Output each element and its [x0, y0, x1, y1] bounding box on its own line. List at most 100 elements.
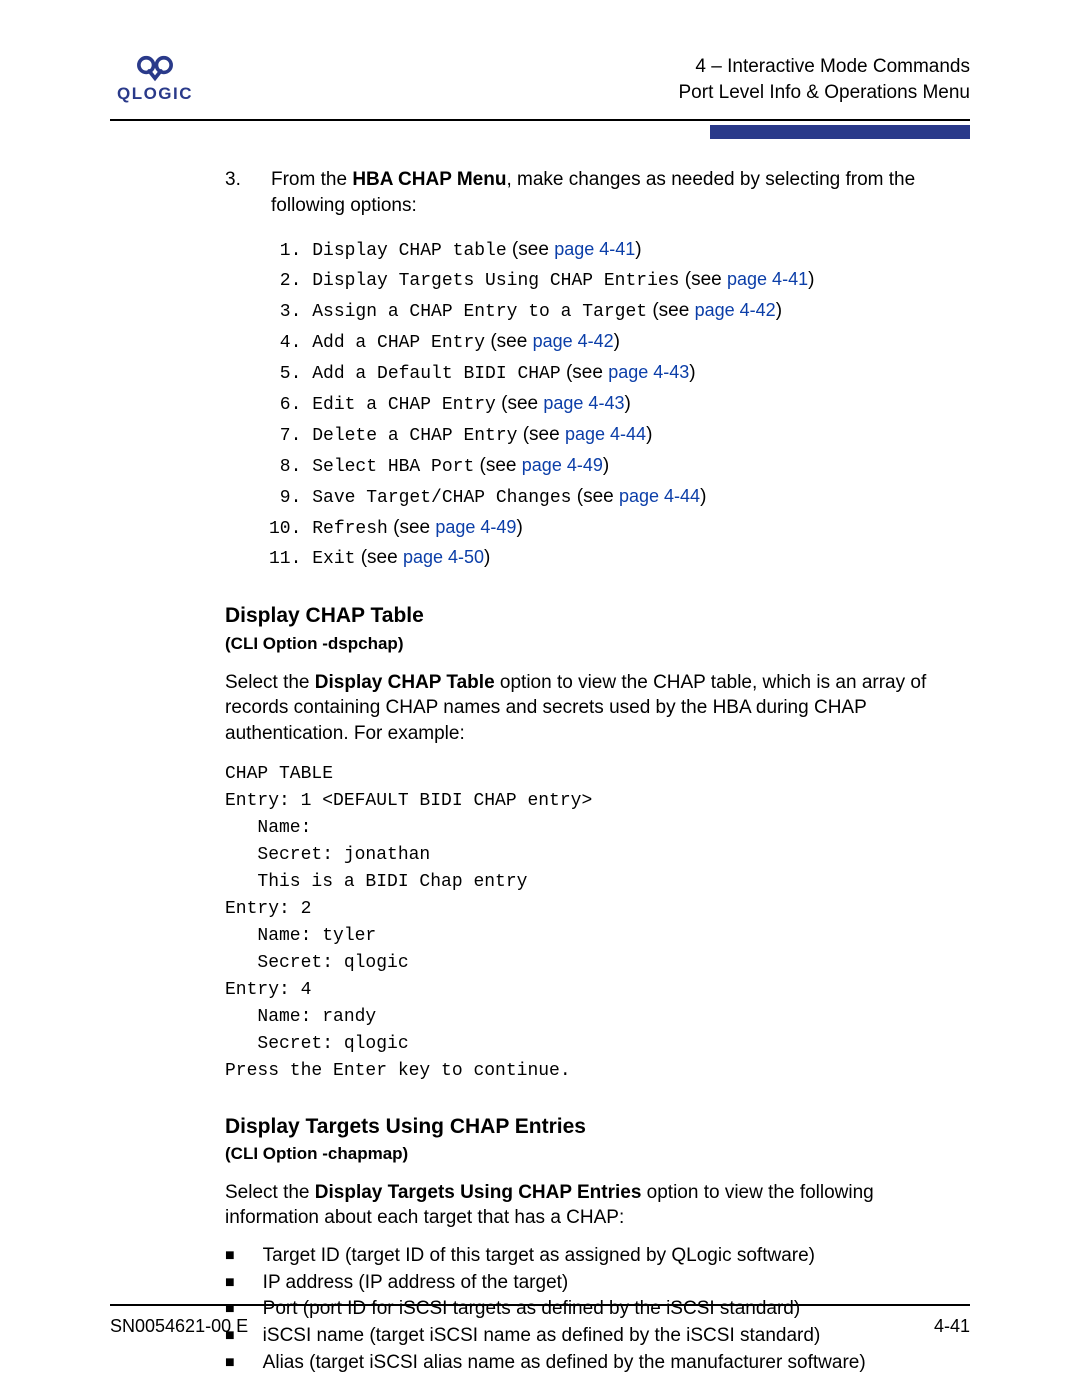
section-subtitle-dspchap: (CLI Option -dspchap): [225, 633, 970, 656]
menu-item-see: (see: [561, 362, 609, 383]
bullet-item: ■ Alias (target iSCSI alias name as defin…: [225, 1350, 970, 1377]
page-ref-link[interactable]: page 4-43: [608, 362, 689, 382]
rule-accent-bar: [710, 125, 970, 139]
menu-item-number: 6.: [269, 395, 312, 415]
page-ref-link[interactable]: page 4-49: [435, 517, 516, 537]
menu-item-close: ): [776, 300, 782, 321]
section1-para-bold: Display CHAP Table: [315, 672, 495, 693]
menu-item-close: ): [516, 517, 522, 538]
menu-item-label: Edit a CHAP Entry: [312, 395, 496, 415]
page-ref-link[interactable]: page 4-41: [554, 239, 635, 259]
page-ref-link[interactable]: page 4-49: [522, 455, 603, 475]
bullet-text: Alias (target iSCSI alias name as define…: [263, 1350, 866, 1377]
menu-item-label: Refresh: [312, 519, 388, 539]
bullet-text: IP address (IP address of the target): [263, 1270, 569, 1297]
menu-item-label: Select HBA Port: [312, 457, 474, 477]
menu-item-label: Exit: [312, 549, 355, 569]
menu-item-label: Add a CHAP Entry: [312, 333, 485, 353]
section-title-display-targets: Display Targets Using CHAP Entries: [225, 1113, 970, 1141]
menu-item-number: 8.: [269, 457, 312, 477]
chap-menu-item: 3. Assign a CHAP Entry to a Target (see …: [269, 296, 970, 327]
menu-item-close: ): [635, 239, 641, 260]
footer-rule: [110, 1304, 970, 1306]
rule-thin: [110, 119, 970, 121]
menu-item-label: Add a Default BIDI CHAP: [312, 364, 560, 384]
menu-item-label: Delete a CHAP Entry: [312, 426, 517, 446]
menu-item-see: (see: [355, 547, 403, 568]
chap-menu-list: 1. Display CHAP table (see page 4-41) 2.…: [269, 235, 970, 575]
section-title-display-chap-table: Display CHAP Table: [225, 602, 970, 630]
menu-item-close: ): [624, 393, 630, 414]
header-line-1: 4 – Interactive Mode Commands: [679, 54, 971, 80]
section1-paragraph: Select the Display CHAP Table option to …: [225, 670, 970, 747]
section1-para-pre: Select the: [225, 672, 315, 693]
menu-item-see: (see: [647, 300, 695, 321]
section2-paragraph: Select the Display Targets Using CHAP En…: [225, 1180, 970, 1231]
chap-menu-item: 1. Display CHAP table (see page 4-41): [269, 235, 970, 266]
chap-table-code-example: CHAP TABLE Entry: 1 <DEFAULT BIDI CHAP e…: [225, 761, 970, 1085]
square-bullet-icon: ■: [225, 1270, 235, 1297]
chap-menu-item: 7. Delete a CHAP Entry (see page 4-44): [269, 420, 970, 451]
bullet-item: ■ IP address (IP address of the target): [225, 1270, 970, 1297]
page-ref-link[interactable]: page 4-41: [727, 269, 808, 289]
menu-item-number: 5.: [269, 364, 312, 384]
menu-item-label: Display Targets Using CHAP Entries: [312, 271, 679, 291]
chap-menu-item: 8. Select HBA Port (see page 4-49): [269, 451, 970, 482]
menu-item-see: (see: [496, 393, 544, 414]
menu-item-number: 9.: [269, 488, 312, 508]
menu-item-number: 10.: [269, 519, 312, 539]
chap-menu-item: 9. Save Target/CHAP Changes (see page 4-…: [269, 482, 970, 513]
menu-item-number: 7.: [269, 426, 312, 446]
bullet-item: ■ Target ID (target ID of this target as …: [225, 1243, 970, 1270]
menu-item-see: (see: [507, 239, 555, 260]
menu-item-close: ): [808, 269, 814, 290]
menu-item-close: ): [646, 424, 652, 445]
menu-item-label: Display CHAP table: [312, 241, 506, 261]
chap-menu-item: 10. Refresh (see page 4-49): [269, 513, 970, 544]
menu-item-see: (see: [571, 486, 619, 507]
brand-logo: QLOGIC: [110, 54, 200, 104]
menu-item-close: ): [689, 362, 695, 383]
chap-menu-item: 5. Add a Default BIDI CHAP (see page 4-4…: [269, 358, 970, 389]
page-footer: SN0054621-00 E 4-41: [110, 1304, 970, 1337]
menu-item-see: (see: [388, 517, 436, 538]
bullet-text: Target ID (target ID of this target as a…: [263, 1243, 815, 1270]
numbered-step: 3. From the HBA CHAP Menu, make changes …: [225, 167, 970, 218]
footer-doc-number: SN0054621-00 E: [110, 1316, 248, 1337]
page-ref-link[interactable]: page 4-44: [619, 486, 700, 506]
menu-item-see: (see: [517, 424, 565, 445]
menu-item-number: 2.: [269, 271, 312, 291]
qlogic-icon: [133, 54, 177, 82]
section-subtitle-chapmap: (CLI Option -chapmap): [225, 1143, 970, 1166]
page: QLOGIC 4 – Interactive Mode Commands Por…: [0, 0, 1080, 1397]
page-ref-link[interactable]: page 4-43: [543, 393, 624, 413]
brand-name: QLOGIC: [110, 84, 200, 104]
menu-item-number: 11.: [269, 549, 312, 569]
square-bullet-icon: ■: [225, 1350, 235, 1377]
menu-item-see: (see: [679, 269, 727, 290]
menu-item-see: (see: [485, 331, 533, 352]
menu-item-close: ): [614, 331, 620, 352]
page-ref-link[interactable]: page 4-50: [403, 547, 484, 567]
step-number: 3.: [225, 167, 243, 218]
menu-item-close: ): [484, 547, 490, 568]
chap-menu-item: 6. Edit a CHAP Entry (see page 4-43): [269, 389, 970, 420]
page-ref-link[interactable]: page 4-42: [695, 300, 776, 320]
page-ref-link[interactable]: page 4-44: [565, 424, 646, 444]
footer-page-number: 4-41: [934, 1316, 970, 1337]
menu-item-label: Save Target/CHAP Changes: [312, 488, 571, 508]
square-bullet-icon: ■: [225, 1243, 235, 1270]
chap-menu-item: 4. Add a CHAP Entry (see page 4-42): [269, 327, 970, 358]
menu-item-label: Assign a CHAP Entry to a Target: [312, 302, 647, 322]
page-ref-link[interactable]: page 4-42: [533, 331, 614, 351]
section2-para-bold: Display Targets Using CHAP Entries: [315, 1182, 642, 1203]
chap-menu-item: 2. Display Targets Using CHAP Entries (s…: [269, 265, 970, 296]
header-breadcrumb: 4 – Interactive Mode Commands Port Level…: [679, 54, 971, 105]
header-rule: [110, 119, 970, 133]
chap-menu-item: 11. Exit (see page 4-50): [269, 543, 970, 574]
page-header: QLOGIC 4 – Interactive Mode Commands Por…: [110, 54, 970, 105]
step-text-pre: From the: [271, 169, 352, 190]
menu-item-close: ): [700, 486, 706, 507]
menu-item-close: ): [603, 455, 609, 476]
menu-item-number: 1.: [269, 241, 312, 261]
